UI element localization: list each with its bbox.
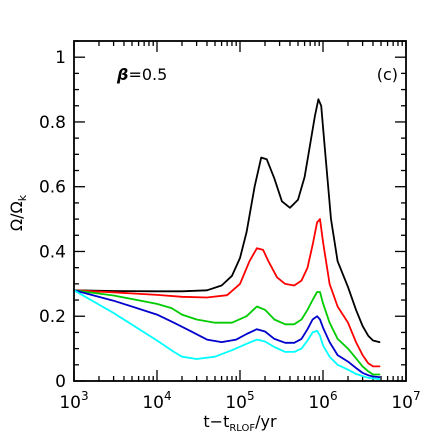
x-axis-label: t−tRLOF/yr xyxy=(203,412,277,434)
x-tick-label-base: 10 xyxy=(142,393,164,413)
y-tick-label: 0.8 xyxy=(39,113,66,133)
x-tick-label: 105 xyxy=(225,389,254,413)
beta-annotation: β=0.5 xyxy=(116,65,167,84)
x-axis-label-main: t−t xyxy=(203,412,229,431)
panel-label: (c) xyxy=(377,65,398,84)
x-tick-label-base: 10 xyxy=(308,393,330,413)
x-tick-label: 103 xyxy=(59,389,88,413)
x-tick-label: 107 xyxy=(391,389,420,413)
beta-symbol: β xyxy=(116,65,128,84)
x-tick-label-exp: 4 xyxy=(164,389,172,403)
x-tick-label-exp: 7 xyxy=(413,389,421,403)
series-line-2 xyxy=(73,218,381,368)
y-axis-label-main: Ω/Ω xyxy=(7,201,26,231)
x-axis-label-tail: /yr xyxy=(255,412,277,431)
beta-value: =0.5 xyxy=(128,65,167,84)
x-tick-label-exp: 6 xyxy=(330,389,338,403)
y-tick-label: 1 xyxy=(55,48,66,68)
x-tick-label-base: 10 xyxy=(225,393,247,413)
y-tick-label: 0.6 xyxy=(39,178,66,198)
x-axis-label-sub: RLOF xyxy=(229,423,255,434)
x-tick-label-base: 10 xyxy=(391,393,413,413)
plot-frame xyxy=(73,40,407,382)
series-layer xyxy=(73,98,381,381)
x-tick-label-exp: 3 xyxy=(81,389,89,403)
y-tick-label: 0.4 xyxy=(39,242,66,262)
x-tick-label: 104 xyxy=(142,389,171,413)
tick-marks xyxy=(73,40,407,382)
x-tick-label-exp: 5 xyxy=(247,389,255,403)
y-axis-label: Ω/Ωk xyxy=(7,194,29,231)
y-tick-label: 0 xyxy=(55,372,66,392)
series-line-3 xyxy=(73,289,381,376)
series-line-5 xyxy=(73,289,381,381)
x-tick-label: 106 xyxy=(308,389,337,413)
y-tick-label: 0.2 xyxy=(39,307,66,327)
series-line-1 xyxy=(73,98,381,344)
x-tick-label-base: 10 xyxy=(59,393,81,413)
y-axis-label-sub: k xyxy=(16,194,29,201)
series-line-4 xyxy=(73,289,381,379)
